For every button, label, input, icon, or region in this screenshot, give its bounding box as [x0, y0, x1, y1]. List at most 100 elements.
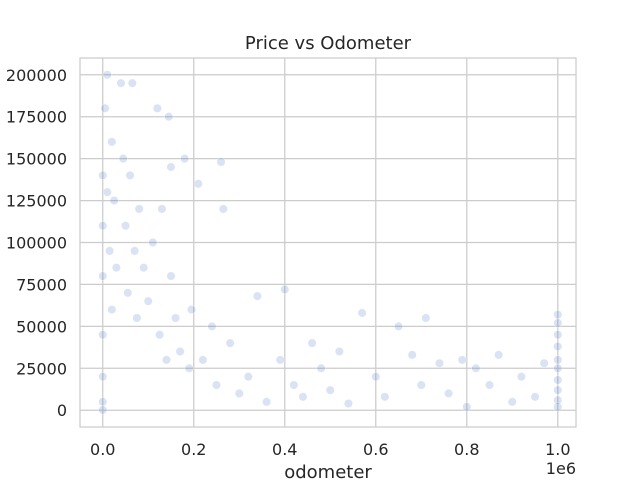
data-point: [407, 350, 417, 360]
data-point: [164, 112, 174, 122]
points-layer: [98, 70, 563, 415]
x-tick-label: 0.0: [90, 440, 115, 459]
data-point: [553, 341, 563, 351]
data-point: [184, 363, 194, 373]
data-point: [207, 321, 217, 331]
data-point: [457, 355, 467, 365]
data-point: [471, 363, 481, 373]
data-point: [123, 288, 133, 298]
data-point: [416, 380, 426, 390]
data-point: [125, 170, 135, 180]
data-point: [380, 392, 390, 402]
y-tick-label: 25000: [16, 359, 67, 378]
data-point: [421, 313, 431, 323]
data-point: [134, 204, 144, 214]
data-point: [262, 397, 272, 407]
tick-labels: 0.0 0.2 0.4 0.6 0.8 1.0 0 25000 50000 75000 100000…: [6, 66, 571, 459]
data-point: [98, 330, 108, 340]
data-point: [148, 238, 158, 248]
data-point: [171, 313, 181, 323]
data-point: [98, 221, 108, 231]
data-point: [553, 330, 563, 340]
x-tick-label: 0.6: [363, 440, 388, 459]
data-point: [553, 402, 563, 412]
data-point: [530, 392, 540, 402]
data-point: [553, 318, 563, 328]
data-point: [121, 221, 131, 231]
data-point: [539, 358, 549, 368]
data-point: [357, 308, 367, 318]
data-point: [111, 263, 121, 273]
data-point: [434, 358, 444, 368]
data-point: [98, 405, 108, 415]
data-point: [516, 372, 526, 382]
data-point: [109, 196, 119, 206]
data-point: [157, 204, 167, 214]
data-point: [485, 380, 495, 390]
data-point: [143, 296, 153, 306]
data-point: [152, 103, 162, 113]
data-point: [289, 380, 299, 390]
x-tick-label: 0.4: [272, 440, 297, 459]
data-point: [107, 305, 117, 315]
data-point: [334, 347, 344, 357]
data-point: [98, 271, 108, 281]
data-point: [116, 78, 126, 88]
data-point: [553, 363, 563, 373]
data-point: [343, 399, 353, 409]
data-point: [252, 291, 262, 301]
data-point: [193, 179, 203, 189]
y-tick-label: 150000: [6, 150, 67, 169]
y-tick-label: 200000: [6, 66, 67, 85]
data-point: [553, 310, 563, 320]
data-point: [98, 170, 108, 180]
x-axis-label: odometer: [284, 462, 372, 480]
data-point: [102, 187, 112, 197]
y-tick-label: 50000: [16, 317, 67, 336]
data-point: [175, 347, 185, 357]
data-point: [98, 397, 108, 407]
data-point: [161, 355, 171, 365]
data-point: [553, 395, 563, 405]
chart-title: Price vs Odometer: [245, 33, 412, 54]
data-point: [462, 402, 472, 412]
y-tick-label: 100000: [6, 234, 67, 253]
x-offset-label: 1e6: [546, 459, 576, 478]
y-tick-label: 125000: [6, 192, 67, 211]
x-tick-label: 0.8: [454, 440, 479, 459]
data-point: [298, 392, 308, 402]
data-point: [553, 355, 563, 365]
data-point: [155, 330, 165, 340]
data-point: [102, 70, 112, 80]
plot-frame: [79, 57, 577, 428]
data-point: [127, 78, 137, 88]
data-point: [234, 388, 244, 398]
data-point: [130, 246, 140, 256]
data-point: [243, 372, 253, 382]
data-point: [444, 388, 454, 398]
data-point: [212, 380, 222, 390]
data-point: [186, 305, 196, 315]
data-point: [280, 284, 290, 294]
data-point: [225, 338, 235, 348]
data-point: [494, 350, 504, 360]
data-point: [394, 321, 404, 331]
data-point: [107, 137, 117, 147]
data-point: [100, 103, 110, 113]
data-point: [166, 162, 176, 172]
y-tick-label: 75000: [16, 275, 67, 294]
data-point: [275, 355, 285, 365]
data-point: [507, 397, 517, 407]
y-tick-label: 0: [57, 401, 67, 420]
data-point: [139, 263, 149, 273]
data-point: [307, 338, 317, 348]
x-tick-label: 1.0: [545, 440, 570, 459]
data-point: [325, 385, 335, 395]
grid: [80, 58, 576, 427]
x-tick-label: 0.2: [181, 440, 206, 459]
y-tick-label: 175000: [6, 108, 67, 127]
data-point: [553, 385, 563, 395]
data-point: [118, 154, 128, 164]
